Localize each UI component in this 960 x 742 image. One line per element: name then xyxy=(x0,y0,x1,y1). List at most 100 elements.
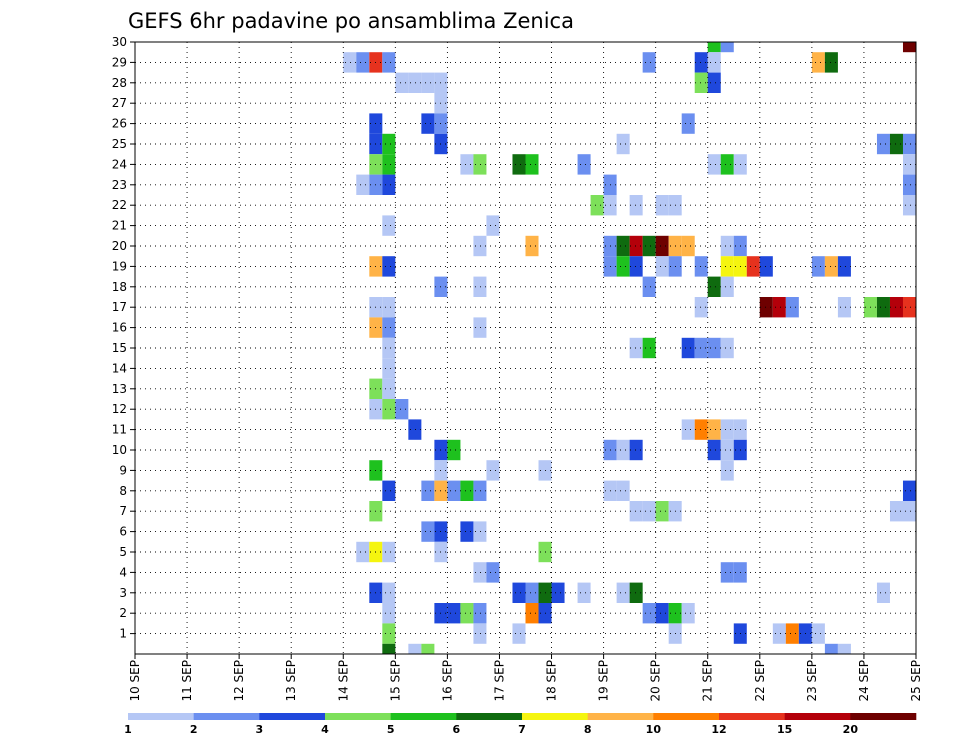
legend-label: 12 xyxy=(711,723,726,736)
heatmap-cell xyxy=(473,623,487,644)
heatmap-cell xyxy=(382,582,396,603)
heatmap-cell xyxy=(382,256,396,277)
heatmap-cell xyxy=(681,235,695,257)
heatmap-cell xyxy=(642,235,656,257)
legend-label: 1 xyxy=(124,723,132,736)
heatmap-cell xyxy=(694,52,708,73)
heatmap-cell xyxy=(642,501,656,522)
heatmap-cell xyxy=(811,256,825,277)
y-tick-label: 7 xyxy=(119,504,127,518)
heatmap-cell xyxy=(837,643,851,654)
heatmap-cell xyxy=(785,297,799,318)
heatmap-cell xyxy=(876,297,890,318)
heatmap-cell xyxy=(720,439,734,461)
legend-swatch xyxy=(784,713,851,720)
y-tick-label: 11 xyxy=(112,423,127,437)
heatmap-cell xyxy=(473,521,487,542)
heatmap-cell xyxy=(694,337,708,359)
heatmap-cell xyxy=(629,195,643,216)
legend-label: 8 xyxy=(584,723,592,736)
legend-label: 7 xyxy=(518,723,526,736)
heatmap-cell xyxy=(629,256,643,277)
heatmap-cell xyxy=(837,297,851,318)
heatmap-cell xyxy=(655,235,669,257)
heatmap-cell xyxy=(382,174,396,195)
heatmap-cell xyxy=(707,154,721,175)
heatmap-cell xyxy=(460,154,474,175)
heatmap-cell xyxy=(902,174,916,195)
heatmap-cell xyxy=(720,276,734,297)
y-tick-label: 24 xyxy=(112,157,127,171)
heatmap-cell xyxy=(785,623,799,644)
heatmap-cell xyxy=(382,603,396,624)
x-axis: 10 SEP 11 SEP 12 SEP 13 SEP 14 SEP 15 SEP 16 S… xyxy=(128,654,923,702)
legend-swatch xyxy=(390,713,457,720)
heatmap-cell xyxy=(629,582,643,603)
heatmap-cell xyxy=(382,378,396,399)
heatmap-cell xyxy=(707,42,721,53)
heatmap-cell xyxy=(525,582,539,603)
heatmap-cell xyxy=(590,195,604,216)
grid-lines xyxy=(135,41,916,654)
heatmap-cell xyxy=(772,623,786,644)
heatmap-cell xyxy=(642,276,656,297)
y-tick-label: 5 xyxy=(119,545,127,559)
heatmap-cell xyxy=(876,133,890,155)
heatmap-cell xyxy=(577,582,591,603)
heatmap-cell xyxy=(746,256,760,277)
heatmap-cell xyxy=(577,154,591,175)
heatmap-cell xyxy=(876,582,890,603)
heatmap-cell xyxy=(382,154,396,175)
heatmap-cell xyxy=(681,337,695,359)
heatmap-cell xyxy=(421,643,435,654)
y-tick-label: 30 xyxy=(112,35,127,49)
heatmap-cell xyxy=(473,276,487,297)
heatmap-cell xyxy=(889,133,903,155)
heatmap-cell xyxy=(707,52,721,73)
x-tick-label: 15 SEP xyxy=(388,660,402,702)
heatmap-cell xyxy=(408,419,422,440)
heatmap-cell xyxy=(616,480,630,501)
heatmap-cell xyxy=(382,643,396,654)
heatmap-cell xyxy=(343,52,357,73)
heatmap-cell xyxy=(447,439,461,461)
y-tick-label: 2 xyxy=(119,606,127,620)
heatmap-cell xyxy=(811,52,825,73)
heatmap-cell xyxy=(473,603,487,624)
chart-title: GEFS 6hr padavine po ansamblima Zenica xyxy=(128,9,574,33)
heatmap-cell xyxy=(382,52,396,73)
heatmap-cell xyxy=(395,72,409,93)
heatmap-cell xyxy=(889,297,903,318)
legend-swatch xyxy=(522,713,588,720)
heatmap-cell xyxy=(811,623,825,644)
heatmap-cell xyxy=(720,460,734,481)
legend-swatch xyxy=(653,713,720,720)
heatmap-cell xyxy=(824,256,838,277)
heatmap-cell xyxy=(681,113,695,134)
y-tick-label: 27 xyxy=(112,96,127,110)
heatmap-cell xyxy=(382,317,396,338)
heatmap-cell xyxy=(382,358,396,379)
legend-label: 10 xyxy=(646,723,662,736)
x-tick-label: 21 SEP xyxy=(701,660,715,702)
heatmap-cell xyxy=(616,256,630,277)
heatmap-cell xyxy=(655,256,669,277)
heatmap-cell xyxy=(421,521,435,542)
legend-swatch xyxy=(587,713,654,720)
heatmap-cell xyxy=(655,195,669,216)
heatmap-cell xyxy=(889,501,903,522)
heatmap-cell xyxy=(642,337,656,359)
heatmap-cell xyxy=(720,562,734,583)
heatmap-cell xyxy=(525,603,539,624)
x-tick-label: 19 SEP xyxy=(597,660,611,702)
y-tick-label: 10 xyxy=(112,443,127,457)
y-tick-label: 6 xyxy=(119,525,127,539)
heatmap-cell xyxy=(707,439,721,461)
heatmap-cell xyxy=(512,582,526,603)
heatmap-cell xyxy=(616,133,630,155)
x-tick-label: 20 SEP xyxy=(649,660,663,702)
y-tick-label: 3 xyxy=(119,586,127,600)
y-tick-label: 22 xyxy=(112,198,127,212)
heatmap-cell xyxy=(382,623,396,644)
y-tick-label: 26 xyxy=(112,117,127,131)
